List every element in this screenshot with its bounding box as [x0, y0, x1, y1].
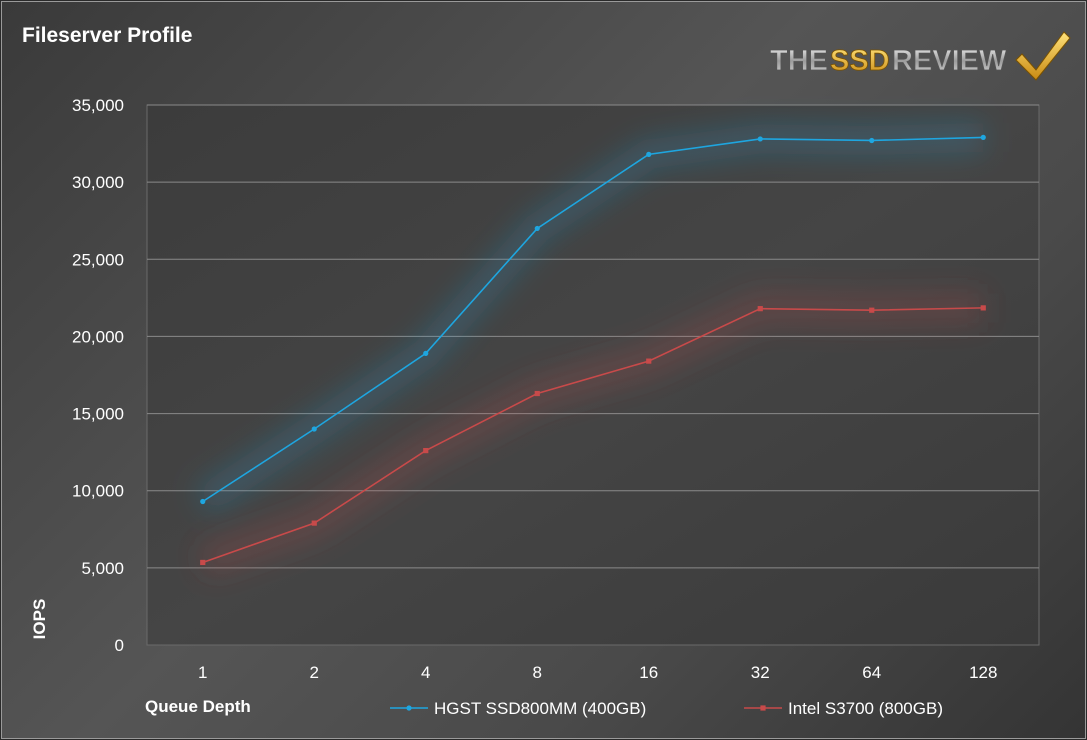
checkmark-icon: [1015, 31, 1071, 81]
data-point: [757, 306, 763, 312]
y-tick-label: 30,000: [72, 173, 124, 192]
data-point: [534, 390, 540, 397]
series-line: [202, 136, 984, 503]
x-tick-label: 1: [198, 663, 207, 682]
series-line: [202, 307, 984, 564]
data-point: [646, 151, 652, 157]
legend-entry-1: HGST SSD800MM (400GB): [390, 699, 646, 718]
chart-title: Fileserver Profile: [22, 24, 192, 47]
x-tick-label: 16: [639, 663, 658, 682]
data-point: [869, 137, 875, 144]
legend-label: HGST SSD800MM (400GB): [434, 699, 646, 718]
y-tick-label: 20,000: [72, 327, 124, 346]
y-tick-label: 0: [115, 636, 124, 655]
site-logo: THE SSD REVIEW: [770, 31, 1071, 81]
y-tick-label: 15,000: [72, 405, 124, 424]
y-axis-title: IOPS: [30, 599, 49, 640]
legend-entry-2: Intel S3700 (800GB): [744, 699, 943, 718]
data-point: [311, 520, 317, 526]
x-tick-label: 4: [421, 663, 430, 682]
legend-marker: [406, 705, 412, 711]
data-point: [534, 225, 540, 232]
data-point: [869, 307, 875, 313]
y-tick-label: 5,000: [81, 559, 124, 578]
x-axis-title: Queue Depth: [145, 697, 251, 716]
y-axis-tick-labels: 0 5,000 10,000 15,000 20,000 25,000 30,000 35,0…: [72, 96, 124, 655]
logo-ssd: SSD: [830, 45, 890, 77]
data-point: [757, 136, 763, 142]
data-point: [646, 358, 652, 364]
data-point: [423, 350, 429, 356]
series-layer: [200, 134, 986, 566]
data-point: [423, 448, 429, 454]
series-2: [200, 305, 986, 566]
logo-review: REVIEW: [892, 45, 1007, 77]
data-point: [311, 426, 317, 432]
data-point: [200, 498, 206, 505]
x-tick-label: 128: [969, 663, 997, 682]
x-tick-label: 64: [862, 663, 881, 682]
logo-the: THE: [770, 45, 828, 77]
x-tick-label: 8: [533, 663, 542, 682]
x-axis-tick-labels: 1 2 4 8 16 32 64 128: [198, 663, 997, 682]
legend-label: Intel S3700 (800GB): [788, 699, 943, 718]
x-tick-label: 2: [310, 663, 319, 682]
data-point: [200, 559, 206, 566]
legend-marker: [760, 705, 766, 711]
x-tick-label: 32: [751, 663, 770, 682]
data-point: [980, 134, 986, 140]
legend: HGST SSD800MM (400GB) Intel S3700 (800GB): [390, 699, 943, 718]
y-tick-label: 25,000: [72, 250, 124, 269]
y-tick-label: 35,000: [72, 96, 124, 115]
data-point: [980, 305, 986, 311]
y-tick-label: 10,000: [72, 482, 124, 501]
series-1: [200, 134, 986, 505]
